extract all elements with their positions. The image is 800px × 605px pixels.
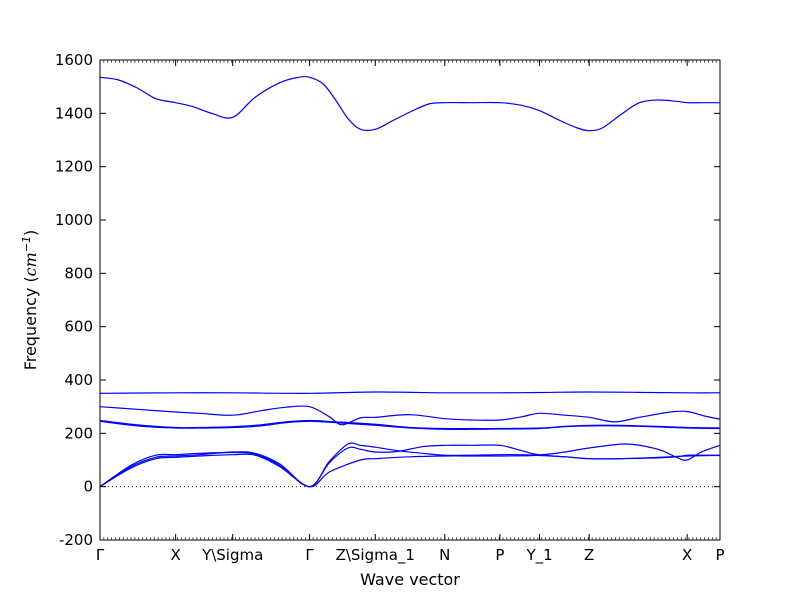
y-axis-label-prefix: Frequency (: [21, 276, 40, 370]
band-line-8: [99, 75, 720, 132]
plot-frame: [99, 59, 721, 541]
tick-marks: [99, 59, 721, 541]
x-tick-label: Y\Sigma: [201, 546, 263, 564]
x-tick-label: Z: [584, 546, 594, 564]
y-tick-label: 1000: [55, 211, 93, 229]
x-tick-label: N: [439, 546, 450, 564]
y-tick-label: 1200: [55, 158, 93, 176]
y-axis-label-unit: cm: [21, 252, 40, 276]
y-axis-label-exponent: −1: [20, 236, 33, 252]
x-tick-label: Γ: [305, 546, 314, 564]
y-tick-label: -200: [59, 531, 93, 549]
x-tick-label: P: [715, 546, 724, 564]
y-tick-label: 1400: [55, 104, 93, 122]
x-tick-label: Y_1: [525, 546, 552, 565]
x-tick-label: Z\Sigma_1: [336, 546, 415, 565]
y-tick-label: 800: [64, 264, 93, 282]
tick-labels: -200 0 200 400 600 800 1000 1200 1400 1600 Γ X Y\Sig…: [55, 51, 725, 565]
y-tick-label: 600: [64, 318, 93, 336]
y-axis-label: Frequency (cm−1): [20, 230, 41, 371]
x-axis-label: Wave vector: [360, 570, 460, 589]
y-tick-label: 1600: [55, 51, 93, 69]
band-line-5: [99, 419, 721, 430]
band-line-7: [99, 391, 721, 394]
x-tick-label: X: [170, 546, 180, 564]
x-tick-label: P: [495, 546, 504, 564]
x-tick-label: Γ: [96, 546, 105, 564]
x-tick-label: X: [682, 546, 692, 564]
plot-area: [99, 59, 721, 541]
y-tick-label: 200: [64, 424, 93, 442]
y-tick-label: 400: [64, 371, 93, 389]
band-line-6: [99, 405, 721, 426]
y-axis-label-suffix: ): [21, 230, 40, 236]
band-line-3: [99, 443, 721, 488]
y-tick-label: 0: [83, 478, 93, 496]
